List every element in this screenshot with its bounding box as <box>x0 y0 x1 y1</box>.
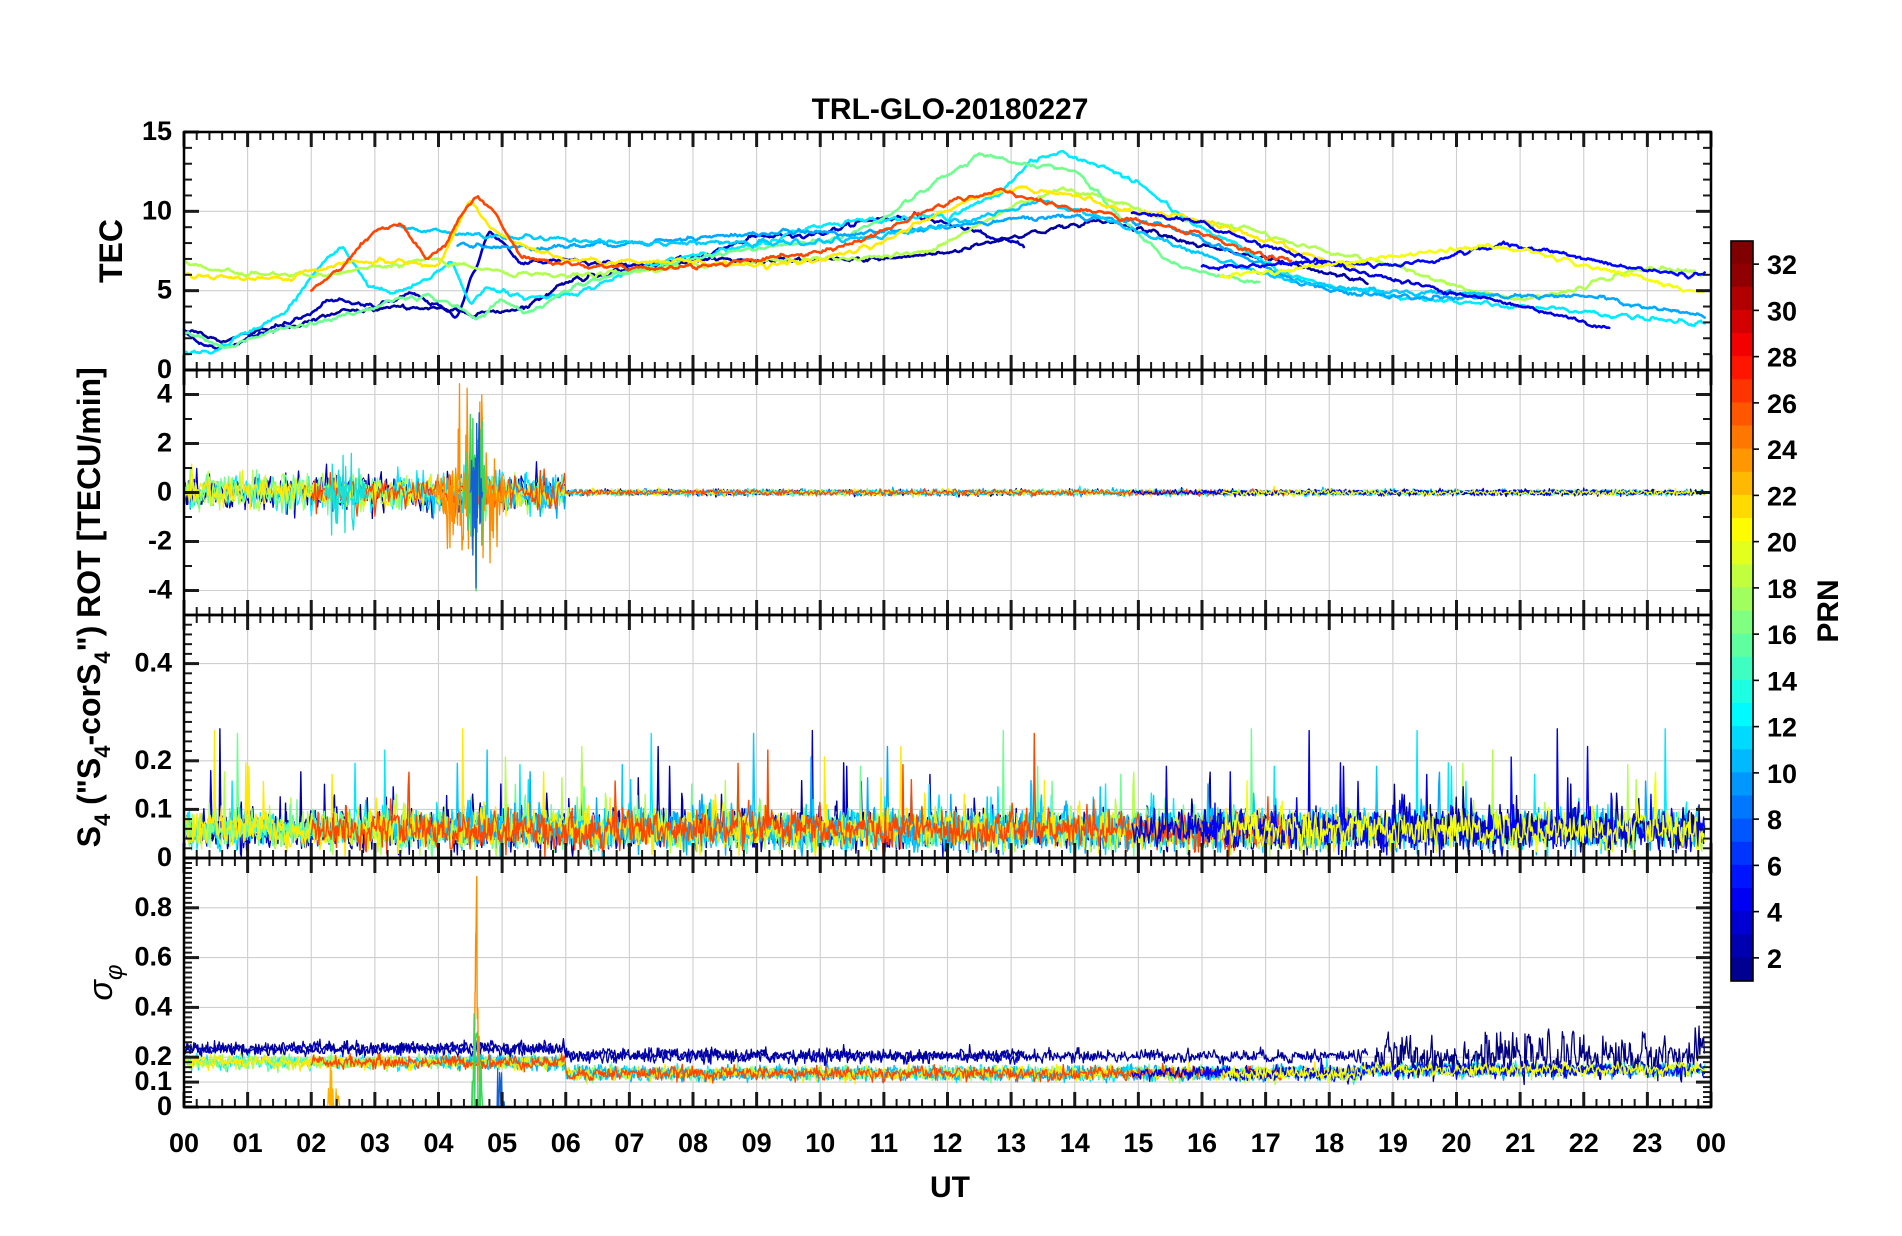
svg-text:16: 16 <box>1767 620 1797 650</box>
svg-text:22: 22 <box>1767 481 1797 511</box>
svg-text:19: 19 <box>1378 1128 1408 1158</box>
svg-text:4: 4 <box>157 379 172 409</box>
svg-text:06: 06 <box>551 1128 581 1158</box>
svg-text:-2: -2 <box>148 526 172 556</box>
svg-text:30: 30 <box>1767 296 1797 326</box>
svg-text:0.8: 0.8 <box>134 892 172 922</box>
svg-text:0: 0 <box>157 477 172 507</box>
svg-text:8: 8 <box>1767 805 1782 835</box>
svg-text:PRN: PRN <box>1812 579 1845 642</box>
svg-text:20: 20 <box>1767 528 1797 558</box>
svg-text:2: 2 <box>1767 944 1782 974</box>
svg-text:32: 32 <box>1767 250 1797 280</box>
svg-text:09: 09 <box>742 1128 772 1158</box>
svg-text:05: 05 <box>487 1128 517 1158</box>
svg-text:0.2: 0.2 <box>134 745 172 775</box>
svg-text:12: 12 <box>1767 713 1797 743</box>
svg-text:03: 03 <box>360 1128 390 1158</box>
svg-text:20: 20 <box>1441 1128 1471 1158</box>
svg-text:0.4: 0.4 <box>134 648 172 678</box>
svg-text:ROT [TECU/min]: ROT [TECU/min] <box>71 367 107 618</box>
svg-text:12: 12 <box>932 1128 962 1158</box>
svg-text:18: 18 <box>1767 574 1797 604</box>
svg-text:21: 21 <box>1505 1128 1535 1158</box>
svg-text:04: 04 <box>423 1128 453 1158</box>
svg-text:23: 23 <box>1632 1128 1662 1158</box>
svg-text:6: 6 <box>1767 851 1782 881</box>
svg-text:0: 0 <box>157 842 172 872</box>
svg-text:2: 2 <box>157 428 172 458</box>
svg-text:14: 14 <box>1060 1128 1090 1158</box>
svg-text:-4: -4 <box>148 575 172 605</box>
svg-text:4: 4 <box>1767 898 1782 928</box>
svg-text:00: 00 <box>1696 1128 1726 1158</box>
svg-text:00: 00 <box>169 1128 199 1158</box>
svg-text:18: 18 <box>1314 1128 1344 1158</box>
svg-text:01: 01 <box>233 1128 263 1158</box>
svg-text:16: 16 <box>1187 1128 1217 1158</box>
svg-text:TRL-GLO-20180227: TRL-GLO-20180227 <box>812 93 1089 126</box>
svg-text:0.4: 0.4 <box>134 991 172 1021</box>
svg-text:28: 28 <box>1767 343 1797 373</box>
svg-text:10: 10 <box>1767 759 1797 789</box>
svg-text:15: 15 <box>1123 1128 1153 1158</box>
svg-text:14: 14 <box>1767 666 1797 696</box>
svg-text:13: 13 <box>996 1128 1026 1158</box>
svg-text:24: 24 <box>1767 435 1797 465</box>
svg-text:15: 15 <box>142 116 172 146</box>
svg-text:0.1: 0.1 <box>134 793 172 823</box>
svg-text:17: 17 <box>1251 1128 1281 1158</box>
svg-text:0.2: 0.2 <box>134 1041 172 1071</box>
svg-text:11: 11 <box>870 1128 899 1158</box>
svg-text:26: 26 <box>1767 389 1797 419</box>
svg-text:5: 5 <box>157 275 172 305</box>
svg-text:10: 10 <box>805 1128 835 1158</box>
svg-text:10: 10 <box>142 195 172 225</box>
svg-text:08: 08 <box>678 1128 708 1158</box>
svg-text:0.6: 0.6 <box>134 942 172 972</box>
svg-text:22: 22 <box>1569 1128 1599 1158</box>
svg-text:02: 02 <box>296 1128 326 1158</box>
svg-text:07: 07 <box>614 1128 644 1158</box>
svg-text:TEC: TEC <box>93 219 129 283</box>
svg-text:UT: UT <box>930 1171 970 1204</box>
